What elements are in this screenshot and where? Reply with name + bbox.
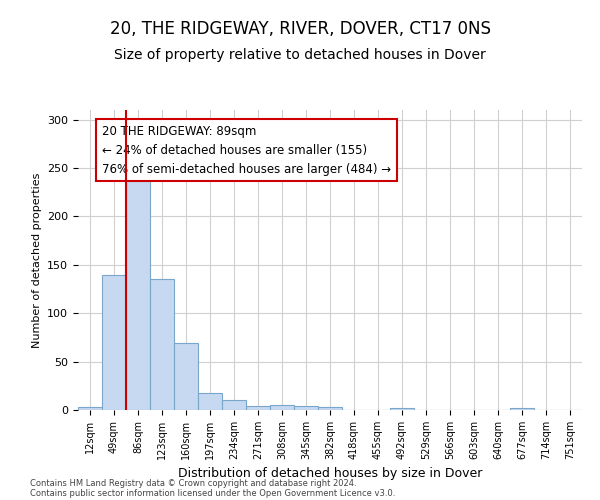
- Bar: [198, 392, 222, 410]
- Bar: [150, 280, 174, 410]
- Bar: [222, 400, 246, 410]
- Bar: [270, 405, 294, 410]
- Text: 20 THE RIDGEWAY: 89sqm
← 24% of detached houses are smaller (155)
76% of semi-de: 20 THE RIDGEWAY: 89sqm ← 24% of detached…: [102, 124, 391, 176]
- Bar: [102, 276, 126, 410]
- Text: Contains public sector information licensed under the Open Government Licence v3: Contains public sector information licen…: [30, 488, 395, 498]
- Bar: [318, 407, 342, 410]
- Bar: [246, 406, 270, 410]
- Bar: [390, 408, 414, 410]
- Text: 20, THE RIDGEWAY, RIVER, DOVER, CT17 0NS: 20, THE RIDGEWAY, RIVER, DOVER, CT17 0NS: [110, 20, 491, 38]
- Y-axis label: Number of detached properties: Number of detached properties: [32, 172, 41, 348]
- Bar: [294, 406, 318, 410]
- Bar: [510, 408, 534, 410]
- Bar: [126, 168, 150, 410]
- X-axis label: Distribution of detached houses by size in Dover: Distribution of detached houses by size …: [178, 468, 482, 480]
- Text: Size of property relative to detached houses in Dover: Size of property relative to detached ho…: [114, 48, 486, 62]
- Bar: [174, 343, 198, 410]
- Bar: [78, 407, 102, 410]
- Text: Contains HM Land Registry data © Crown copyright and database right 2024.: Contains HM Land Registry data © Crown c…: [30, 478, 356, 488]
